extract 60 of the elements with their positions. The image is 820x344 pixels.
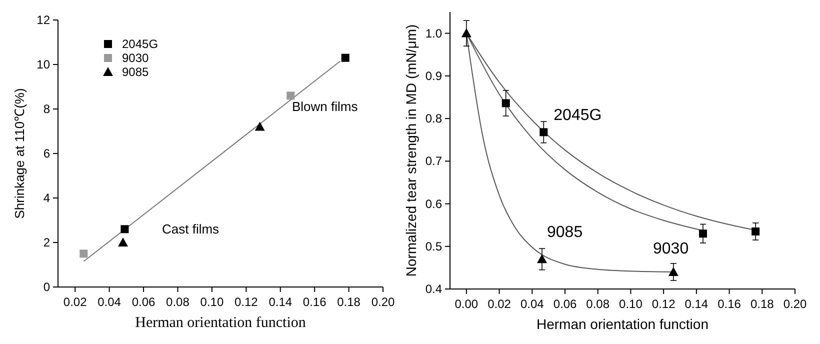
y-tick-label: 0 bbox=[43, 280, 50, 294]
legend-label: 9085 bbox=[122, 65, 150, 79]
x-tick-label: 0.06 bbox=[553, 297, 577, 311]
series-label: 9085 bbox=[547, 224, 583, 242]
x-tick-label: 0.10 bbox=[200, 295, 224, 309]
y-tick-label: 0.5 bbox=[425, 239, 442, 254]
x-tick-label: 0.00 bbox=[454, 297, 478, 311]
y-axis-title: Normalized tear strength in MD (mN/μm) bbox=[403, 24, 419, 277]
x-tick-label: 0.12 bbox=[234, 295, 258, 309]
y-tick-label: 1.0 bbox=[425, 26, 442, 40]
y-tick-label: 6 bbox=[43, 146, 50, 160]
x-tick-label: 0.10 bbox=[619, 297, 643, 311]
point bbox=[120, 225, 129, 234]
y-tick-label: 0.8 bbox=[425, 112, 442, 126]
point bbox=[752, 227, 760, 236]
point bbox=[537, 254, 547, 264]
x-tick-label: 0.04 bbox=[520, 297, 544, 311]
series-label: 9030 bbox=[653, 240, 689, 258]
point bbox=[668, 266, 678, 276]
point bbox=[286, 92, 295, 100]
y-tick-label: 0.6 bbox=[425, 196, 442, 211]
y-tick-label: 8 bbox=[43, 102, 50, 116]
y-tick-label: 4 bbox=[43, 191, 50, 205]
series-label: 2045G bbox=[554, 107, 602, 124]
x-tick-label: 0.16 bbox=[718, 297, 742, 311]
annotation: Blown films bbox=[292, 98, 358, 114]
x-tick-label: 0.20 bbox=[783, 297, 807, 311]
x-tick-label: 0.20 bbox=[371, 295, 395, 309]
point bbox=[461, 28, 472, 38]
x-axis-title: Herman orientation function bbox=[135, 315, 306, 331]
y-tick-label: 12 bbox=[36, 13, 50, 27]
legend-label: 2045G bbox=[122, 37, 158, 51]
legend-label: 9030 bbox=[122, 51, 150, 65]
x-tick-label: 0.06 bbox=[132, 295, 156, 309]
x-tick-label: 0.12 bbox=[652, 297, 676, 311]
x-tick-label: 0.14 bbox=[268, 295, 292, 309]
y-tick-label: 2 bbox=[43, 236, 50, 250]
y-axis-title: Shrinkage at 110℃(%) bbox=[12, 88, 27, 219]
point bbox=[118, 238, 128, 246]
x-tick-label: 0.08 bbox=[586, 297, 610, 311]
y-tick-label: 10 bbox=[36, 58, 50, 72]
x-tick-label: 0.08 bbox=[166, 295, 190, 309]
point bbox=[254, 122, 265, 131]
y-tick-label: 0.4 bbox=[425, 282, 442, 296]
y-tick-label: 0.9 bbox=[425, 68, 442, 83]
annotation: Cast films bbox=[162, 222, 220, 237]
x-axis-title: Herman orientation function bbox=[536, 316, 708, 332]
x-tick-label: 0.04 bbox=[98, 295, 122, 309]
point bbox=[502, 99, 510, 108]
point bbox=[341, 54, 350, 62]
point bbox=[80, 250, 88, 258]
x-tick-label: 0.14 bbox=[684, 297, 708, 311]
x-tick-label: 0.18 bbox=[750, 297, 774, 311]
x-tick-label: 0.02 bbox=[63, 295, 88, 309]
y-tick-label: 0.7 bbox=[425, 154, 442, 168]
point bbox=[540, 128, 548, 136]
x-tick-label: 0.02 bbox=[488, 297, 512, 311]
point bbox=[699, 230, 707, 238]
x-tick-label: 0.18 bbox=[337, 295, 361, 309]
x-tick-label: 0.16 bbox=[302, 295, 327, 309]
